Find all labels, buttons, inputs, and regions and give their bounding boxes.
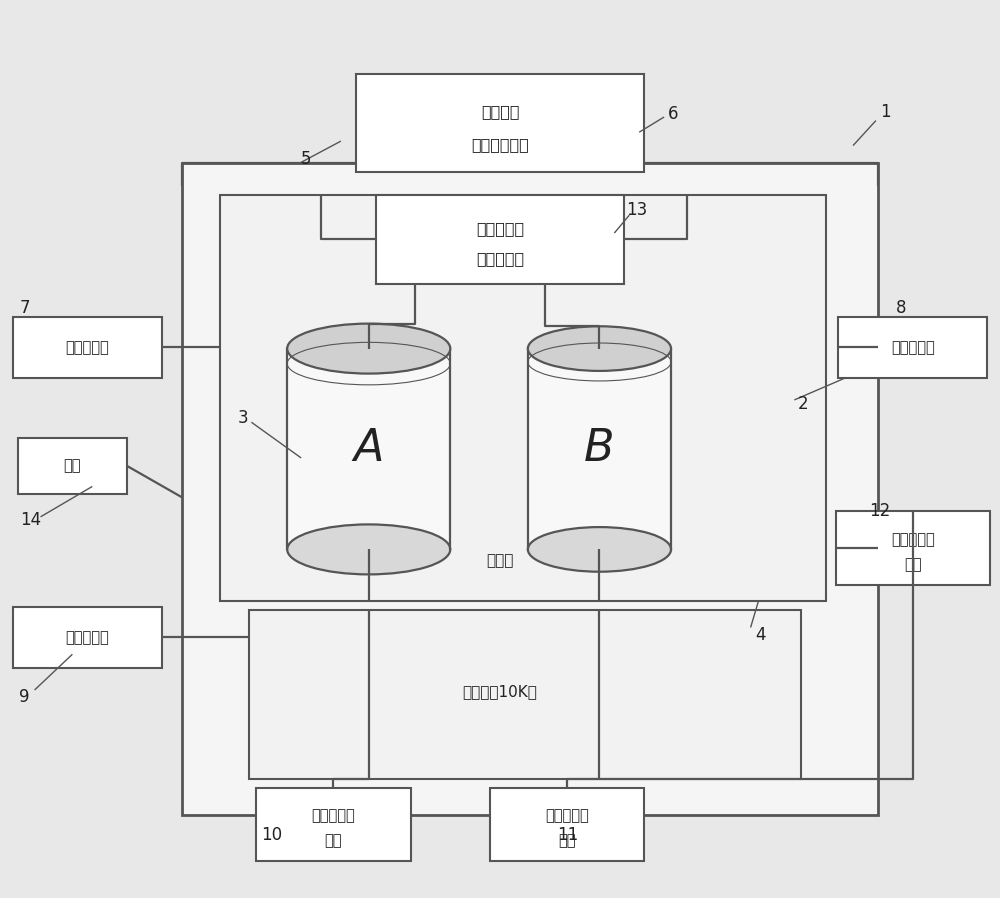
Bar (836, 512, 990, 585)
Text: 12: 12 (869, 503, 891, 521)
Text: （提供电流）: （提供电流） (471, 137, 529, 153)
Bar (13, 317, 162, 377)
Text: 2: 2 (798, 395, 809, 413)
Text: 9: 9 (19, 688, 30, 706)
Text: 低温腔（10K）: 低温腔（10K） (463, 684, 537, 700)
Text: 第二测温仪: 第二测温仪 (891, 339, 935, 355)
Text: 数字多用表: 数字多用表 (476, 221, 524, 236)
Text: B: B (584, 427, 615, 471)
Text: 10: 10 (261, 825, 282, 843)
Text: 外屏: 外屏 (64, 459, 81, 473)
Bar (287, 348, 450, 550)
Bar (256, 788, 411, 861)
Text: 4: 4 (755, 626, 766, 644)
Text: 第二温度控: 第二温度控 (545, 808, 589, 823)
Bar (490, 788, 644, 861)
Ellipse shape (528, 326, 671, 371)
Text: 14: 14 (20, 511, 41, 530)
Ellipse shape (287, 323, 450, 374)
Text: 5: 5 (301, 150, 311, 168)
Text: 制仪: 制仪 (325, 833, 342, 849)
Bar (18, 438, 127, 494)
Bar (356, 75, 644, 172)
Bar (13, 607, 162, 667)
Text: 制仪: 制仪 (904, 557, 922, 572)
Text: 高压源表: 高压源表 (481, 104, 519, 119)
Text: 真空室: 真空室 (486, 553, 514, 568)
Bar (838, 317, 987, 377)
Bar (376, 195, 624, 284)
Text: 第一温度控: 第一温度控 (312, 808, 355, 823)
Bar (528, 348, 671, 550)
Text: 第三温度控: 第三温度控 (891, 532, 935, 547)
Ellipse shape (287, 524, 450, 575)
Text: 11: 11 (557, 825, 578, 843)
Text: 第三测温仪: 第三测温仪 (65, 629, 109, 645)
Text: 1: 1 (881, 102, 891, 120)
Bar (182, 163, 878, 814)
Text: A: A (353, 427, 384, 471)
Ellipse shape (528, 527, 671, 572)
Bar (249, 610, 801, 779)
Text: （测电压）: （测电压） (476, 251, 524, 267)
Text: 第一测温仪: 第一测温仪 (65, 339, 109, 355)
Text: 3: 3 (238, 409, 249, 427)
Bar (220, 195, 826, 601)
Text: 7: 7 (19, 299, 30, 317)
Text: 13: 13 (627, 201, 648, 219)
Text: 制仪: 制仪 (558, 833, 576, 849)
Text: 6: 6 (668, 105, 678, 123)
Text: 8: 8 (896, 299, 906, 317)
